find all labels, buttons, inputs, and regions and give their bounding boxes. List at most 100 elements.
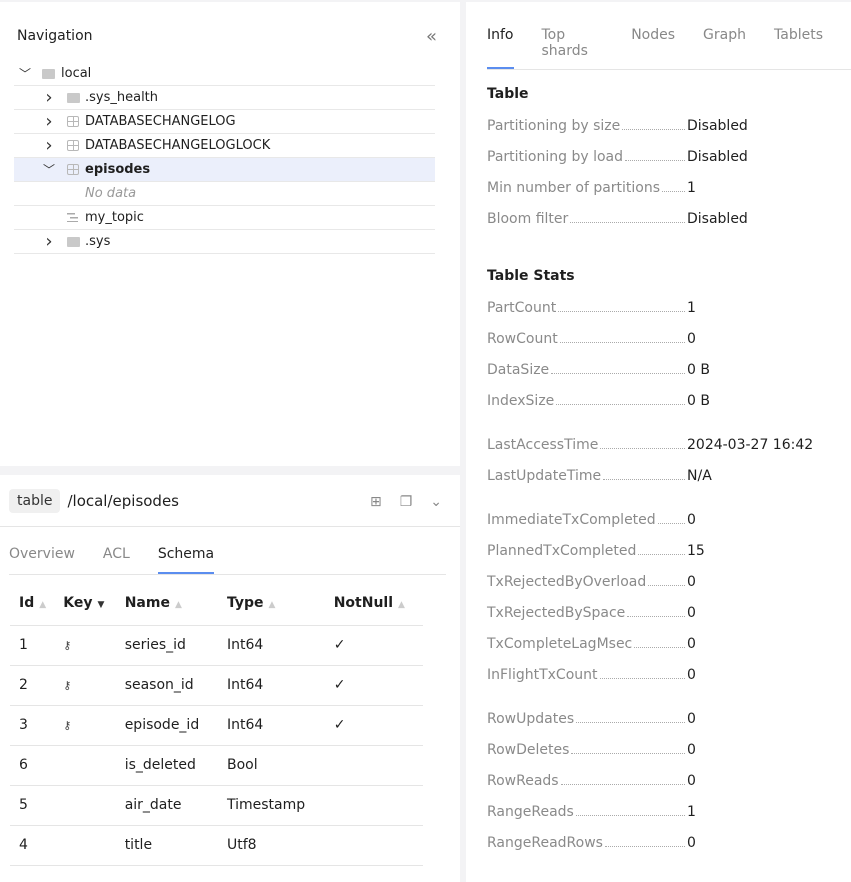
column-header-id[interactable]: Id ▲ — [10, 595, 55, 626]
info-value: 1 — [687, 804, 696, 820]
info-label: Partitioning by size — [487, 118, 621, 134]
tab-overview[interactable]: Overview — [9, 546, 75, 562]
info-value: 15 — [687, 543, 705, 559]
tree-item-label: DATABASECHANGELOGLOCK — [85, 138, 271, 153]
table-icon — [67, 140, 79, 151]
tab-nodes[interactable]: Nodes — [631, 27, 676, 43]
tree-item-label: local — [61, 66, 92, 81]
column-header-type[interactable]: Type ▲ — [217, 595, 325, 626]
chevron-down-icon[interactable]: ﹀ — [18, 67, 31, 81]
info-label: Bloom filter — [487, 211, 569, 227]
info-row: RowDeletes 0 — [487, 742, 817, 758]
leader-dots — [556, 404, 686, 405]
info-row: TxRejectedByOverload 0 — [487, 574, 817, 590]
leader-dots — [570, 222, 686, 223]
object-type-badge: table — [9, 489, 61, 513]
folder-open-icon — [42, 68, 55, 79]
info-row: InFlightTxCount 0 — [487, 667, 817, 683]
info-value: 0 — [687, 711, 696, 727]
chevron-right-icon[interactable]: › — [45, 231, 53, 252]
info-row: Bloom filter Disabled — [487, 211, 817, 227]
tree-item[interactable]: No data — [14, 182, 435, 206]
tab-schema[interactable]: Schema — [157, 546, 215, 574]
tree-item[interactable]: ﹀ local — [14, 62, 435, 86]
info-row: RangeReads 1 — [487, 804, 817, 820]
leader-dots — [634, 647, 686, 648]
info-value: 0 B — [687, 393, 710, 409]
cell-name: is_deleted — [115, 745, 218, 786]
info-label: IndexSize — [487, 393, 555, 409]
tree-item[interactable]: my_topic — [14, 206, 435, 230]
tree-item-label: .sys_health — [85, 90, 159, 105]
table-row[interactable]: 6 is_deleted Bool — [10, 745, 423, 786]
leader-dots — [551, 373, 686, 374]
tree-item[interactable]: › .sys_health — [14, 86, 435, 110]
column-header-label: Id — [19, 595, 35, 611]
info-row: TxCompleteLagMsec 0 — [487, 636, 817, 652]
info-label: ImmediateTxCompleted — [487, 512, 656, 528]
info-value: 0 — [687, 742, 696, 758]
info-row: LastUpdateTime N/A — [487, 468, 817, 484]
info-label: Partitioning by load — [487, 149, 623, 165]
info-row: ImmediateTxCompleted 0 — [487, 512, 817, 528]
info-label: DataSize — [487, 362, 550, 378]
tree-item[interactable]: › .sys — [14, 230, 435, 254]
info-label: RangeReadRows — [487, 835, 603, 851]
section-title: Table Stats — [487, 268, 575, 284]
cell-type: Bool — [217, 745, 325, 786]
info-label: TxRejectedByOverload — [487, 574, 647, 590]
leader-dots — [571, 753, 686, 754]
chevron-down-icon[interactable]: ﹀ — [42, 163, 55, 177]
tree-item[interactable]: › DATABASECHANGELOG — [14, 110, 435, 134]
info-value: 0 — [687, 605, 696, 621]
info-label: TxRejectedBySpace — [487, 605, 626, 621]
info-label: RowCount — [487, 331, 558, 347]
cell-id: 6 — [10, 745, 55, 786]
chevron-right-icon[interactable]: › — [45, 87, 53, 108]
tab-graph[interactable]: Graph — [703, 27, 746, 43]
info-label: InFlightTxCount — [487, 667, 598, 683]
table-preview-icon[interactable]: ⊞ — [369, 494, 382, 510]
info-row: RangeReadRows 0 — [487, 835, 817, 851]
cell-id: 2 — [10, 665, 55, 706]
table-row[interactable]: 3 ⚷ episode_id Int64 ✓ — [10, 705, 423, 746]
info-label: RangeReads — [487, 804, 574, 820]
info-label: RowReads — [487, 773, 559, 789]
tree-item-label: .sys — [85, 234, 111, 249]
leader-dots — [648, 585, 686, 586]
collapse-down-icon[interactable]: ⌄ — [430, 494, 442, 510]
sort-asc-icon[interactable]: ▲ — [174, 600, 182, 610]
leader-dots — [558, 311, 686, 312]
table-row[interactable]: 1 ⚷ series_id Int64 ✓ — [10, 625, 423, 666]
tree-item[interactable]: ﹀ episodes — [14, 158, 435, 182]
sort-asc-icon[interactable]: ▲ — [39, 600, 47, 610]
object-panel: table /local/episodes ⊞ ❐ ⌄ Overview ACL S… — [0, 475, 460, 882]
table-row[interactable]: 5 air_date Timestamp — [10, 785, 423, 826]
sort-asc-icon[interactable]: ▲ — [398, 600, 405, 610]
tab-info[interactable]: Info — [487, 27, 514, 69]
collapse-icon[interactable]: « — [426, 26, 438, 47]
table-row[interactable]: 2 ⚷ season_id Int64 ✓ — [10, 665, 423, 706]
copy-icon[interactable]: ❐ — [399, 494, 413, 510]
sort-desc-icon[interactable]: ▼ — [97, 600, 105, 610]
table-row[interactable]: 4 title Utf8 — [10, 825, 423, 866]
column-header-label: Type — [226, 595, 264, 611]
column-header-key[interactable]: Key ▼ — [54, 595, 116, 626]
tab-top-shards[interactable]: Top shards — [541, 27, 588, 59]
chevron-right-icon[interactable]: › — [45, 135, 53, 156]
object-tabs: Overview ACL Schema — [9, 546, 446, 575]
tab-tablets[interactable]: Tablets — [774, 27, 823, 43]
cell-key: ⚷ — [54, 705, 116, 746]
info-value: 0 — [687, 331, 696, 347]
leader-dots — [576, 722, 686, 723]
table-icon — [67, 116, 79, 127]
key-icon: ⚷ — [63, 719, 72, 732]
tab-acl[interactable]: ACL — [102, 546, 130, 562]
sort-asc-icon[interactable]: ▲ — [268, 600, 276, 610]
column-header-notnull[interactable]: NotNull ▲ — [324, 595, 423, 626]
info-label: RowUpdates — [487, 711, 575, 727]
column-header-name[interactable]: Name ▲ — [115, 595, 218, 626]
chevron-right-icon[interactable]: › — [45, 111, 53, 132]
tree-item[interactable]: › DATABASECHANGELOGLOCK — [14, 134, 435, 158]
info-value: 1 — [687, 300, 696, 316]
